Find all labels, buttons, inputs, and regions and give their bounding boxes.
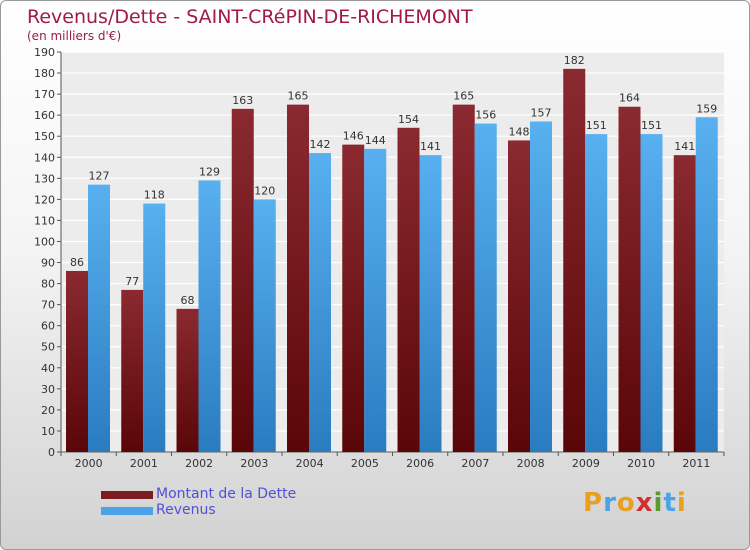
- y-tick-label: 170: [34, 88, 55, 101]
- bar-dette: [673, 155, 696, 452]
- y-tick-label: 120: [34, 193, 55, 206]
- proxiti-logo: Proxiti: [583, 488, 687, 518]
- y-tick-label: 130: [34, 172, 55, 185]
- data-label: 148: [509, 125, 530, 138]
- x-tick-label: 2007: [461, 457, 489, 470]
- y-tick-label: 100: [34, 235, 55, 248]
- y-tick-label: 40: [41, 362, 55, 375]
- x-tick-label: 2008: [517, 457, 545, 470]
- bar-revenus: [530, 121, 552, 452]
- y-tick-label: 140: [34, 151, 55, 164]
- data-label: 141: [420, 140, 441, 153]
- bar-revenus: [309, 153, 331, 453]
- bar-dette: [452, 104, 475, 452]
- data-label: 86: [70, 256, 84, 269]
- bar-revenus: [640, 134, 663, 452]
- logo-letter: i: [676, 488, 687, 518]
- legend-label-dette: Montant de la Dette: [156, 486, 297, 502]
- logo-letter: P: [583, 488, 604, 518]
- bar-dette: [121, 289, 144, 452]
- bar-revenus: [364, 148, 387, 452]
- data-label: 154: [398, 113, 419, 126]
- data-label: 77: [125, 275, 139, 288]
- data-label: 129: [199, 165, 220, 178]
- bar-dette: [231, 108, 254, 452]
- legend-label-revenus: Revenus: [156, 502, 216, 518]
- y-tick-label: 190: [34, 46, 55, 59]
- y-tick-label: 20: [41, 404, 55, 417]
- data-label: 118: [144, 189, 165, 202]
- x-tick-label: 2004: [296, 457, 324, 470]
- x-tick-label: 2010: [627, 457, 655, 470]
- y-tick-label: 160: [34, 109, 55, 122]
- data-label: 157: [531, 106, 552, 119]
- data-label: 120: [254, 184, 275, 197]
- data-label: 182: [564, 54, 585, 67]
- y-tick-label: 110: [34, 214, 55, 227]
- data-label: 68: [181, 294, 195, 307]
- y-tick-label: 30: [41, 383, 55, 396]
- bar-revenus: [474, 123, 497, 452]
- logo-letter: r: [603, 488, 617, 518]
- data-label: 142: [310, 138, 331, 151]
- legend-swatch-revenus: [101, 507, 153, 515]
- data-label: 165: [453, 90, 474, 103]
- logo-letter: t: [663, 488, 677, 518]
- x-tick-label: 2006: [406, 457, 434, 470]
- y-tick-label: 50: [41, 341, 55, 354]
- data-label: 151: [641, 119, 662, 132]
- data-label: 127: [89, 170, 110, 183]
- bar-revenus: [198, 180, 221, 452]
- data-label: 156: [475, 109, 496, 122]
- y-tick-label: 80: [41, 278, 55, 291]
- data-label: 165: [288, 90, 309, 103]
- bar-dette: [618, 106, 641, 452]
- data-label: 164: [619, 92, 640, 105]
- logo-letter: i: [653, 488, 664, 518]
- data-label: 163: [232, 94, 253, 107]
- bar-dette: [563, 68, 586, 452]
- bar-revenus: [695, 117, 718, 453]
- data-label: 151: [586, 119, 607, 132]
- x-tick-label: 2002: [185, 457, 213, 470]
- data-label: 141: [674, 140, 695, 153]
- bar-dette: [397, 127, 420, 452]
- y-tick-label: 10: [41, 425, 55, 438]
- legend-swatch-dette: [101, 491, 153, 499]
- plot-area: [61, 52, 724, 452]
- bar-revenus: [143, 203, 166, 452]
- x-tick-label: 2001: [130, 457, 158, 470]
- bar-dette: [508, 140, 530, 452]
- y-tick-label: 0: [48, 446, 55, 459]
- y-tick-label: 60: [41, 320, 55, 333]
- bar-revenus: [585, 134, 608, 452]
- x-tick-label: 2005: [351, 457, 379, 470]
- chart-subtitle: (en milliers d'€): [27, 29, 122, 43]
- logo-letter: o: [616, 488, 636, 518]
- bar-revenus: [253, 199, 276, 452]
- data-label: 146: [343, 130, 364, 143]
- data-label: 144: [365, 134, 386, 147]
- bar-dette: [342, 144, 365, 452]
- y-tick-label: 90: [41, 257, 55, 270]
- x-tick-label: 2011: [682, 457, 710, 470]
- logo-letter: x: [635, 488, 654, 518]
- data-label: 159: [696, 102, 717, 115]
- bar-dette: [66, 270, 88, 452]
- y-tick-label: 180: [34, 67, 55, 80]
- bar-dette: [176, 308, 199, 452]
- bar-revenus: [419, 155, 442, 452]
- y-tick-label: 70: [41, 299, 55, 312]
- bar-revenus: [88, 184, 110, 452]
- bar-dette: [287, 104, 309, 452]
- x-tick-label: 2009: [572, 457, 600, 470]
- chart-title: Revenus/Dette - SAINT-CRéPIN-DE-RICHEMON…: [27, 6, 473, 28]
- x-tick-label: 2003: [240, 457, 268, 470]
- x-tick-label: 2000: [75, 457, 103, 470]
- y-tick-label: 150: [34, 130, 55, 143]
